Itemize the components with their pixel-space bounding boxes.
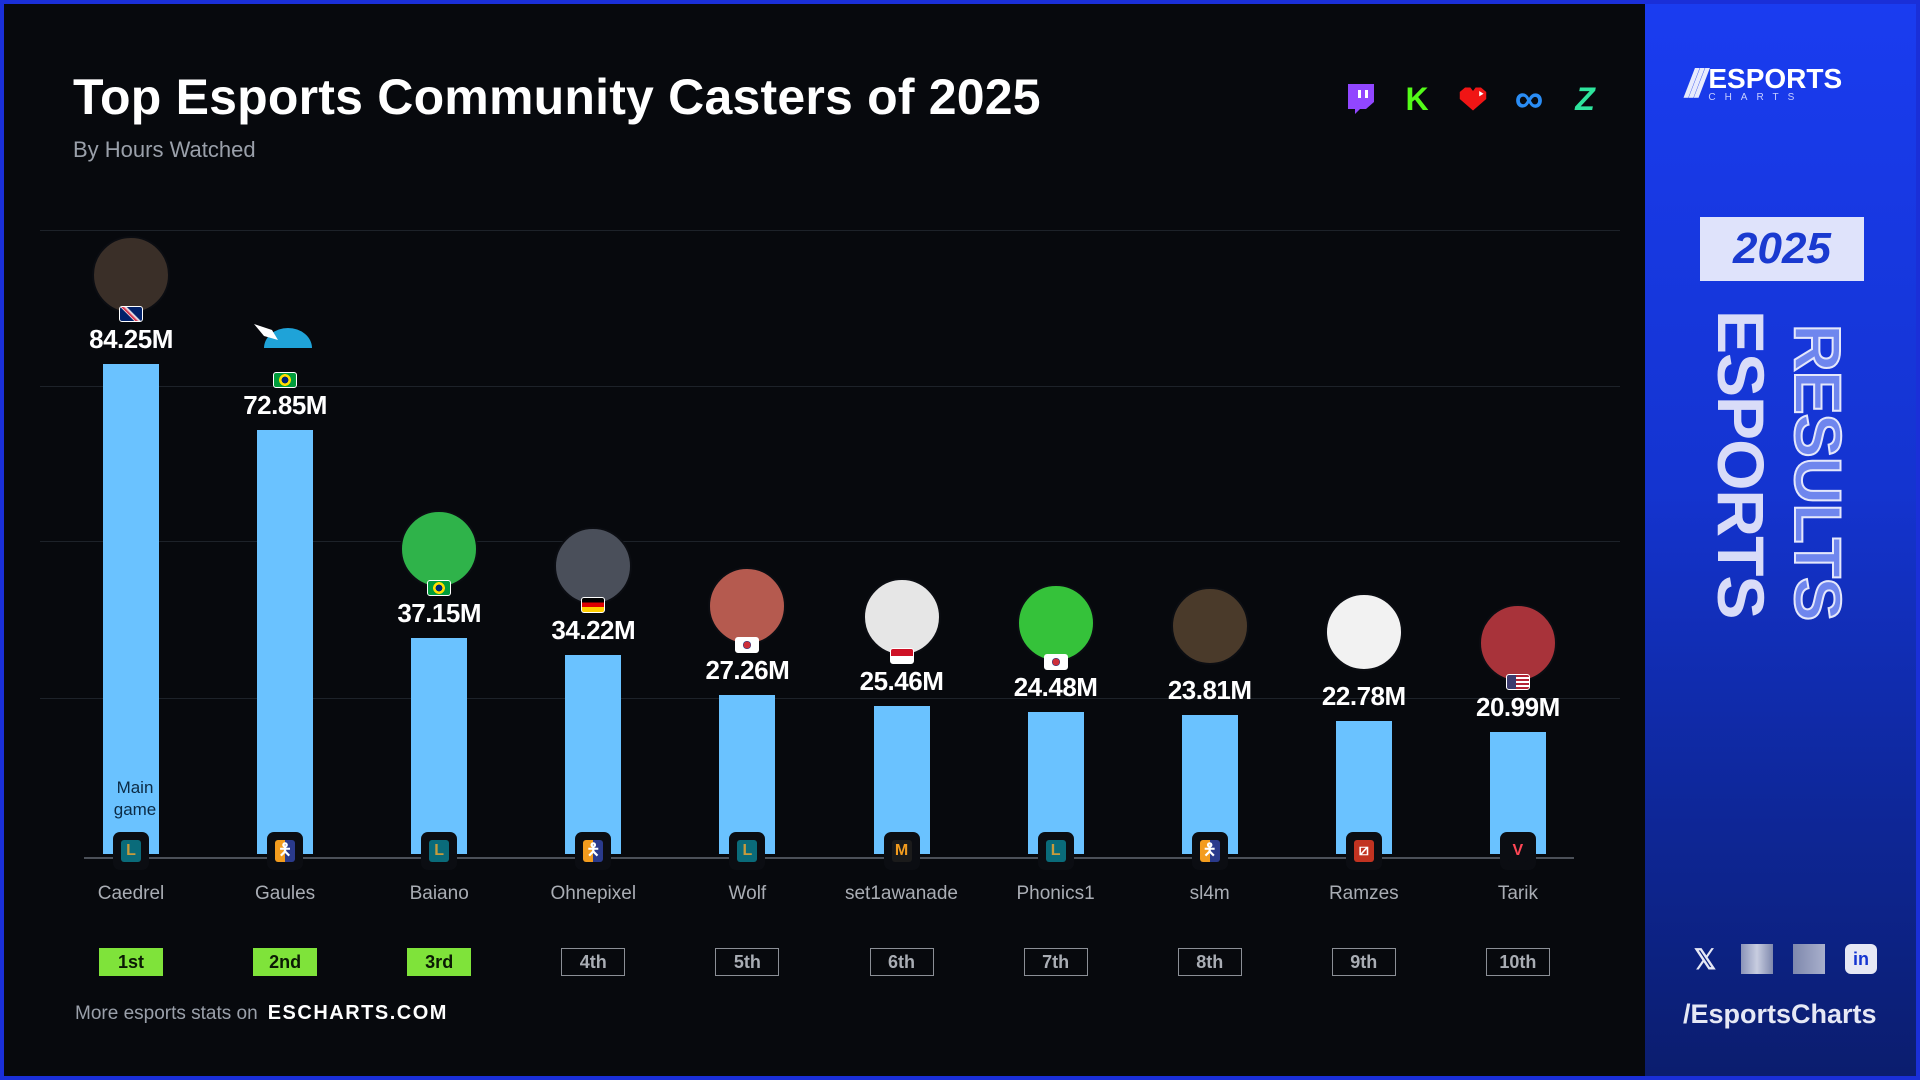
gridline xyxy=(40,386,1620,387)
page-title: Top Esports Community Casters of 2025 xyxy=(73,69,1041,125)
flag-de-icon xyxy=(581,596,606,613)
rank-badge: 9th xyxy=(1331,948,1396,976)
game-icon: L xyxy=(421,832,458,870)
blurred-icon[interactable] xyxy=(1741,944,1773,974)
flag-kr-icon xyxy=(735,637,760,654)
caster-avatar xyxy=(1016,583,1095,662)
caster-name[interactable]: Gaules xyxy=(254,883,316,904)
twitch-icon xyxy=(1346,82,1376,116)
vk-play-live-icon xyxy=(1458,82,1488,116)
linkedin-icon[interactable]: in xyxy=(1845,944,1877,974)
data-label: 84.25M xyxy=(89,323,173,354)
game-icon: 🯅 xyxy=(267,832,304,870)
caster-name[interactable]: Wolf xyxy=(728,883,767,904)
x-axis-line xyxy=(84,857,1574,859)
bar xyxy=(1027,711,1084,854)
chart-panel: Top Esports Community Casters of 2025 By… xyxy=(4,4,1645,1076)
gridline xyxy=(40,541,1620,542)
caster-avatar xyxy=(1170,587,1249,666)
logo-word: ESPORTS xyxy=(1708,63,1843,94)
caster-name[interactable]: Caedrel xyxy=(97,883,165,904)
caster-avatar xyxy=(92,235,170,314)
flag-br-icon xyxy=(273,372,298,388)
rank-badge: 2nd xyxy=(253,948,318,976)
rank-badge: 10th xyxy=(1485,948,1550,976)
zoom-z-icon: Z xyxy=(1575,80,1595,117)
footer: More esports stats on ESCHARTS.COM xyxy=(75,1002,448,1025)
caster-name[interactable]: Ohnepixel xyxy=(550,883,637,904)
rank-badge: 5th xyxy=(715,948,780,976)
caster-avatar xyxy=(1324,593,1403,672)
social-handle: /EsportsCharts xyxy=(1683,999,1877,1029)
bar xyxy=(719,695,776,854)
caster-avatar xyxy=(400,509,479,588)
vertical-results-text: RESULTS xyxy=(1780,323,1856,621)
social-icons: 𝕏 in xyxy=(1689,943,1877,975)
data-label: 22.78M xyxy=(1321,681,1406,712)
data-label: 37.15M xyxy=(397,597,482,628)
year-badge: 2025 xyxy=(1700,217,1864,281)
vertical-esports-text: ESPORTS xyxy=(1704,310,1778,619)
data-label: 27.26M xyxy=(705,655,790,686)
bar xyxy=(411,637,468,854)
caster-name[interactable]: Ramzes xyxy=(1328,883,1399,904)
infinity-platform-icon: ∞ xyxy=(1514,76,1544,121)
game-icon: 🯅 xyxy=(575,832,612,870)
caster-name[interactable]: set1awanade xyxy=(844,883,959,904)
main-game-label: Main game xyxy=(113,778,157,819)
caster-avatar xyxy=(246,302,324,380)
rank-badge: 6th xyxy=(869,948,934,976)
kick-icon: K xyxy=(1405,80,1429,117)
data-label: 20.99M xyxy=(1476,691,1560,722)
data-label: 25.46M xyxy=(859,665,944,696)
bar xyxy=(565,654,622,854)
rank-badge: 1st xyxy=(99,948,163,976)
game-icon: M xyxy=(883,832,920,870)
rank-badge: 3rd xyxy=(407,948,472,976)
footer-text: More esports stats on xyxy=(75,1003,258,1024)
game-icon: L xyxy=(1037,832,1074,870)
bar xyxy=(257,430,314,854)
data-label: 24.48M xyxy=(1013,671,1098,702)
game-icon: L xyxy=(113,832,149,870)
caster-avatar xyxy=(862,577,941,656)
flag-id-icon xyxy=(889,647,914,664)
caster-name[interactable]: Tarik xyxy=(1497,883,1538,904)
data-label: 23.81M xyxy=(1167,675,1252,706)
bar xyxy=(103,363,159,854)
game-icon: ⧄ xyxy=(1345,832,1382,870)
bar xyxy=(873,705,930,854)
caster-name[interactable]: Phonics1 xyxy=(1016,883,1095,904)
logo-sub: CHARTS xyxy=(1708,92,1804,103)
game-icon: L xyxy=(729,832,766,870)
game-icon: 🯅 xyxy=(1191,832,1228,870)
data-label: 34.22M xyxy=(551,614,636,645)
logo-mark-icon: /// xyxy=(1685,62,1706,106)
bar xyxy=(1181,715,1238,854)
caster-avatar xyxy=(554,526,633,605)
data-label: 72.85M xyxy=(243,390,327,420)
esports-charts-logo: /// ESPORTS CHARTS xyxy=(1685,62,1842,107)
flag-gb-icon xyxy=(119,305,143,322)
footer-site-link[interactable]: ESCHARTS.COM xyxy=(267,1002,448,1024)
rank-badge: 4th xyxy=(561,948,626,976)
x-icon[interactable]: 𝕏 xyxy=(1693,943,1717,975)
rank-badge: 7th xyxy=(1023,948,1088,976)
caster-avatar xyxy=(708,567,787,646)
caster-name[interactable]: Baiano xyxy=(409,883,469,904)
flag-kr-icon xyxy=(1043,653,1068,670)
game-icon: V xyxy=(1499,832,1536,870)
gridline xyxy=(40,698,1620,699)
platform-icons: K ∞ Z xyxy=(1346,76,1600,121)
flag-us-icon xyxy=(1505,673,1530,690)
sidebar: /// ESPORTS CHARTS 2025 ESPORTS RESULTS 𝕏… xyxy=(1645,4,1916,1076)
gridline xyxy=(40,230,1620,231)
caster-name[interactable]: sl4m xyxy=(1189,883,1230,904)
page-subtitle: By Hours Watched xyxy=(73,137,256,162)
bar xyxy=(1335,721,1392,854)
blurred-icon[interactable] xyxy=(1793,944,1825,974)
caster-avatar xyxy=(1478,603,1557,682)
flag-br-icon xyxy=(427,579,452,596)
rank-badge: 8th xyxy=(1177,948,1242,976)
